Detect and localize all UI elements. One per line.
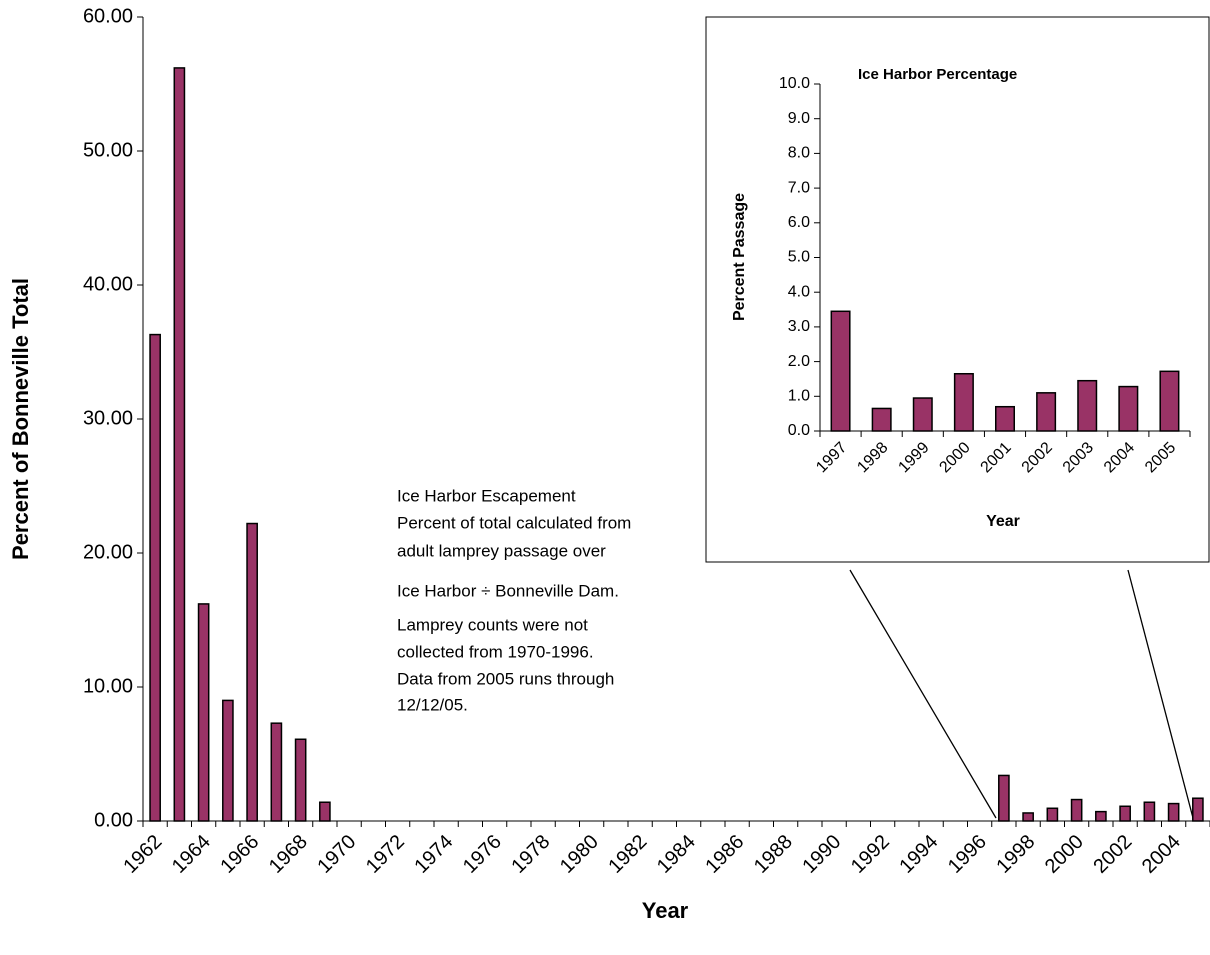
bar [1022, 812, 1034, 822]
y-tick-label: 30.00 [83, 407, 133, 429]
annotation: collected from 1970-1996. [397, 642, 594, 661]
y-tick-label: 1.0 [788, 388, 810, 405]
bar [222, 699, 234, 822]
x-tick-label: 1970 [313, 831, 360, 878]
annotation: Lamprey counts were not [397, 615, 588, 634]
bar [871, 407, 892, 432]
annotation: Data from 2005 runs through [397, 669, 614, 688]
bar [830, 310, 851, 432]
x-tick-label: 1990 [798, 831, 845, 878]
bar [173, 67, 186, 822]
y-tick-label: 7.0 [788, 179, 810, 196]
x-tick-label: 1986 [701, 831, 748, 878]
bar [1119, 805, 1131, 822]
bar [998, 774, 1010, 822]
bar [197, 603, 210, 822]
connector-line [849, 569, 997, 819]
x-tick-label: 2002 [1089, 831, 1136, 878]
x-tick-label: 1980 [556, 831, 603, 878]
x-tick-label: 1968 [265, 831, 312, 878]
bar [953, 372, 974, 432]
x-tick-label: 1992 [847, 831, 894, 878]
y-axis-title: Percent of Bonneville Total [8, 278, 33, 560]
bar [1095, 810, 1107, 822]
x-tick-label: 2000 [1041, 831, 1088, 878]
x-tick-label: 1978 [507, 831, 554, 878]
x-tick-label: 1972 [362, 831, 409, 878]
y-tick-label: 4.0 [788, 283, 810, 300]
y-tick-label: 8.0 [788, 145, 810, 162]
y-tick-label: 5.0 [788, 249, 810, 266]
x-tick-label: 1976 [459, 831, 506, 878]
x-tick-label: 1974 [410, 831, 457, 878]
connector-line [1127, 569, 1194, 819]
inset-frame [705, 16, 1210, 563]
x-axis-title: Year [986, 513, 1020, 530]
bar [149, 333, 161, 822]
y-tick-label: 0.0 [788, 422, 810, 439]
y-tick-label: 20.00 [83, 541, 133, 563]
x-tick-label: 1966 [216, 831, 263, 878]
annotation: 12/12/05. [397, 695, 468, 714]
y-tick-label: 40.00 [83, 273, 133, 295]
y-tick-label: 60.00 [83, 5, 133, 27]
bar [1192, 797, 1204, 822]
bar [319, 801, 331, 822]
x-tick-label: 1964 [168, 831, 215, 878]
bar [246, 522, 258, 822]
bar [294, 738, 307, 822]
bar [1077, 379, 1098, 432]
y-tick-label: 10.0 [779, 75, 810, 92]
y-tick-label: 6.0 [788, 214, 810, 231]
y-tick-label: 0.00 [94, 809, 133, 831]
bar [995, 405, 1015, 432]
y-tick-label: 50.00 [83, 139, 133, 161]
annotation: Ice Harbor ÷ Bonneville Dam. [397, 581, 619, 600]
y-tick-label: 9.0 [788, 110, 810, 127]
annotation: adult lamprey passage over [397, 541, 606, 560]
y-tick-label: 3.0 [788, 318, 810, 335]
x-tick-label: 1996 [944, 831, 991, 878]
bar [270, 722, 283, 822]
chart-title: Ice Harbor Percentage [858, 66, 1017, 83]
x-tick-label: 1962 [119, 831, 166, 878]
y-tick-label: 10.00 [83, 675, 133, 697]
annotation: Percent of total calculated from [397, 513, 631, 532]
y-tick-label: 2.0 [788, 353, 810, 370]
x-tick-label: 1994 [895, 831, 942, 878]
x-tick-label: 2004 [1138, 831, 1185, 878]
annotation: Ice Harbor Escapement [397, 486, 576, 505]
bar [1036, 392, 1057, 432]
bar [1046, 807, 1059, 822]
x-tick-label: 1984 [653, 831, 700, 878]
bar [1118, 385, 1139, 432]
x-tick-label: 1982 [604, 831, 651, 878]
bar [1070, 798, 1083, 822]
bar [1167, 802, 1180, 822]
bar [1143, 801, 1156, 822]
x-tick-label: 1988 [750, 831, 797, 878]
bar [1159, 370, 1180, 432]
bar [912, 397, 933, 432]
x-axis-title: Year [642, 898, 689, 923]
y-axis-title: Percent Passage [731, 193, 748, 321]
x-tick-label: 1998 [992, 831, 1039, 878]
